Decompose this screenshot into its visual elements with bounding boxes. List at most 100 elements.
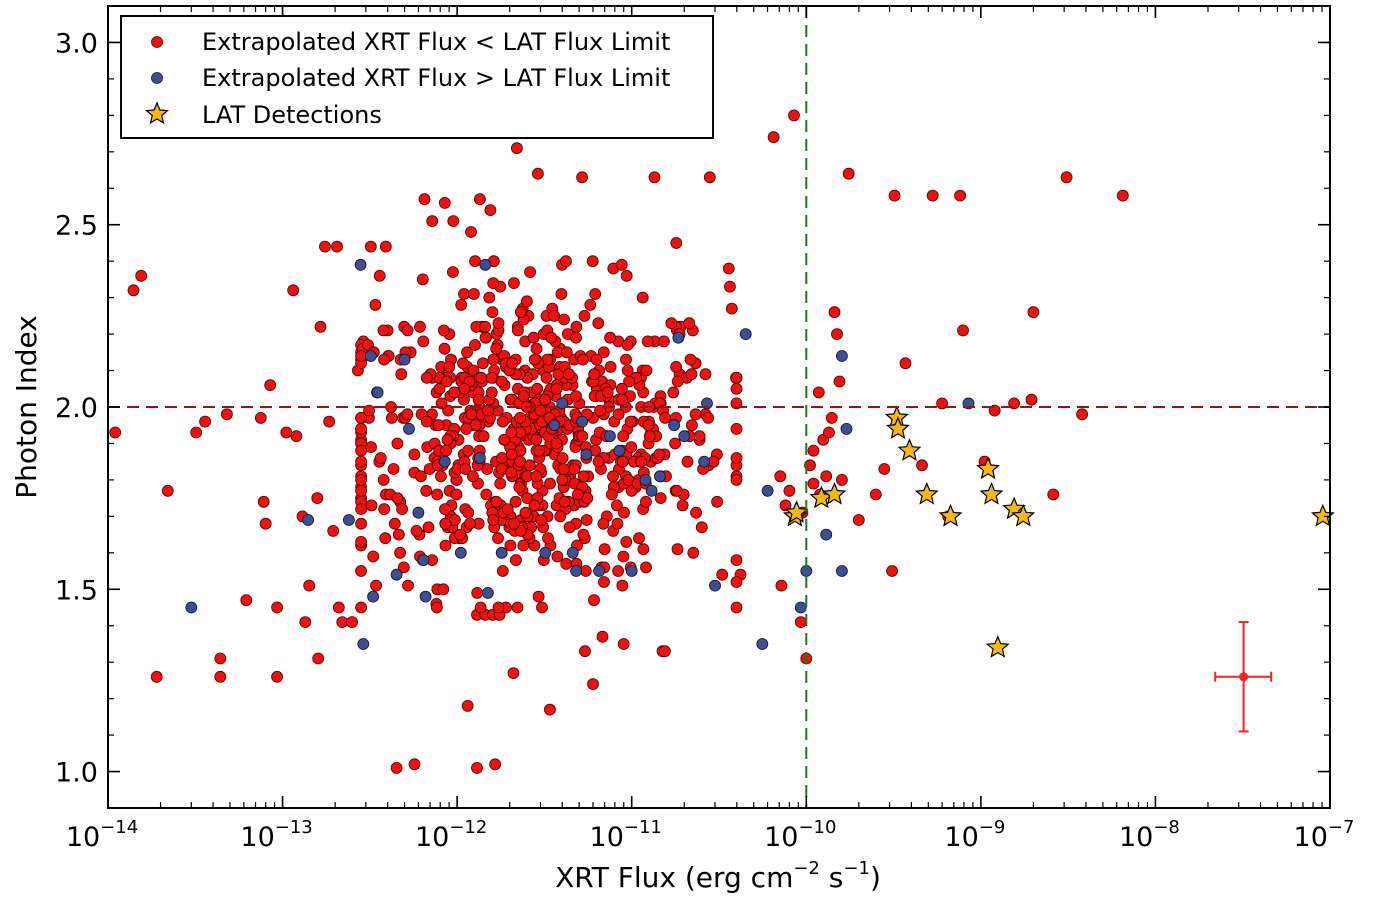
red-point <box>395 368 408 381</box>
red-point <box>812 386 825 399</box>
red-point <box>311 492 324 505</box>
red-point <box>355 517 368 530</box>
blue-point <box>548 419 561 432</box>
red-point <box>604 331 616 344</box>
x-tick-base: 10 <box>1294 822 1328 853</box>
red-point <box>465 226 477 238</box>
y-tick-label: 1.0 <box>55 758 98 789</box>
x-axis-title-sup1: −2 <box>793 858 820 879</box>
lat-detection-star <box>914 481 939 505</box>
red-point <box>509 495 522 508</box>
red-point <box>496 565 509 577</box>
blue-point <box>390 568 403 581</box>
red-point <box>730 371 743 384</box>
blue-point <box>836 565 848 577</box>
red-point <box>588 594 600 607</box>
red-point <box>484 204 497 217</box>
red-point <box>414 320 426 333</box>
red-point <box>577 470 590 483</box>
red-point <box>447 215 460 228</box>
blue-point <box>357 638 370 650</box>
red-point <box>533 444 546 457</box>
red-point <box>490 495 503 508</box>
red-point <box>535 514 548 526</box>
red-point <box>379 240 392 253</box>
blue-point <box>419 590 432 603</box>
red-point <box>598 543 611 556</box>
red-point <box>420 415 433 428</box>
red-point <box>434 470 447 483</box>
red-point <box>612 408 625 421</box>
red-point <box>355 473 368 486</box>
red-point <box>730 382 743 395</box>
red-point <box>486 306 499 319</box>
x-tick-base: 10 <box>415 822 449 853</box>
red-point <box>378 503 391 516</box>
x-tick-label: 10−10 <box>764 817 836 853</box>
red-point <box>494 477 507 490</box>
red-point <box>617 430 630 443</box>
red-point <box>417 335 430 348</box>
blue-point <box>639 473 652 486</box>
red-point <box>462 444 475 457</box>
x-axis-title-main: XRT Flux (erg cm <box>555 861 793 894</box>
red-point <box>722 262 735 275</box>
red-point <box>554 510 567 523</box>
blue-point <box>604 430 616 443</box>
y-tick-label: 2.0 <box>55 393 98 424</box>
red-point <box>490 342 503 355</box>
blue-point <box>794 601 807 614</box>
red-point <box>387 463 400 475</box>
red-point <box>479 331 492 344</box>
red-point <box>511 601 524 614</box>
red-point <box>558 313 570 326</box>
red-point <box>377 324 390 337</box>
lat-detection-star <box>809 485 834 509</box>
red-point <box>548 309 561 322</box>
red-point <box>916 459 928 472</box>
red-point <box>611 517 624 530</box>
blue-point <box>412 506 425 519</box>
red-point <box>492 532 504 545</box>
red-point <box>703 171 716 184</box>
red-point <box>671 543 684 556</box>
red-point <box>560 557 573 570</box>
blue-point <box>668 419 680 432</box>
red-point <box>886 565 898 577</box>
blue-point <box>709 579 721 592</box>
red-point <box>467 288 480 300</box>
red-point <box>190 426 203 439</box>
blue-point <box>761 484 774 497</box>
red-point <box>888 189 901 202</box>
red-point <box>616 579 629 592</box>
red-point <box>461 700 474 712</box>
red-point <box>620 536 633 548</box>
red-point <box>454 528 467 541</box>
red-point <box>597 346 610 359</box>
red-point <box>508 517 520 530</box>
red-point <box>530 433 543 446</box>
red-point <box>555 288 568 300</box>
red-point <box>807 477 820 490</box>
red-point <box>556 473 569 486</box>
red-point <box>458 288 470 300</box>
legend-marker-blue <box>151 72 163 84</box>
red-point <box>450 488 463 501</box>
blue-point <box>185 601 198 614</box>
red-point <box>477 430 490 443</box>
red-point <box>394 546 407 559</box>
red-point <box>327 525 340 537</box>
red-point <box>545 331 558 344</box>
red-point <box>653 448 666 461</box>
red-point <box>580 514 593 526</box>
red-point <box>479 320 492 333</box>
red-point <box>390 762 403 774</box>
red-point <box>558 495 571 508</box>
red-point <box>312 652 325 665</box>
red-point <box>495 452 508 464</box>
red-point <box>443 360 456 373</box>
red-point <box>584 298 597 311</box>
blue-point <box>698 455 711 468</box>
x-tick-label: 10−14 <box>66 817 138 853</box>
y-tick-label: 3.0 <box>55 28 98 59</box>
